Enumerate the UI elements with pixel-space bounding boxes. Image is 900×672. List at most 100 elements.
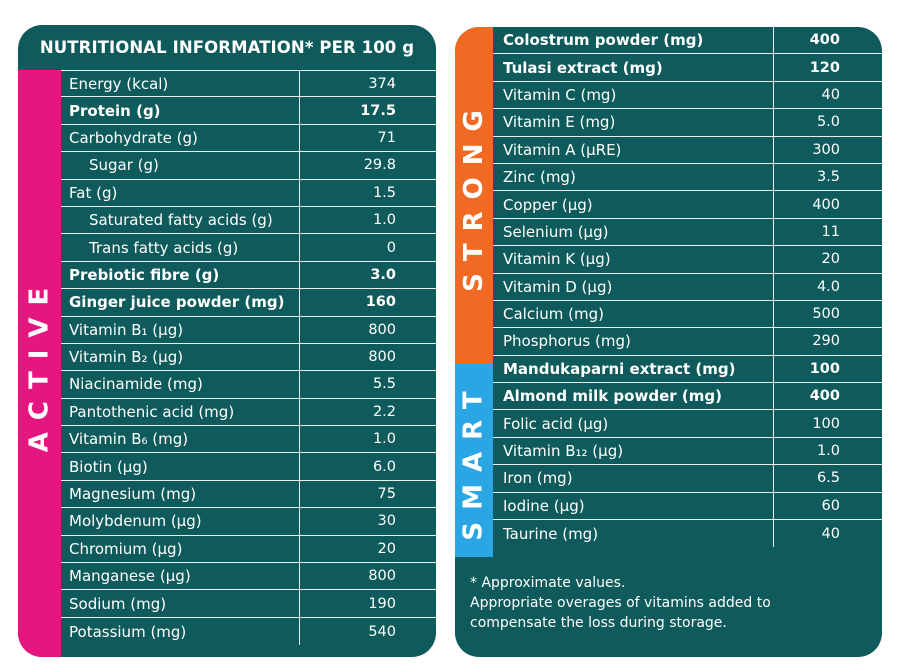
nutrient-name: Magnesium (mg) xyxy=(61,480,300,508)
table-row: Protein (g) 17.5 xyxy=(61,97,436,125)
nutrient-value: 60 xyxy=(821,497,840,514)
nutrient-value: 75 xyxy=(377,486,396,503)
table-row: Pantothenic acid (mg) 2.2 xyxy=(61,398,436,427)
nutrient-name: Vitamin C (mg) xyxy=(493,81,774,109)
nutrient-value: 40 xyxy=(821,525,840,542)
nutrient-name: Vitamin D (μg) xyxy=(493,273,774,300)
table-row: Vitamin E (mg) 5.0 xyxy=(493,109,882,137)
nutrient-name: Vitamin B₂ (μg) xyxy=(61,343,300,371)
nutrient-name: Selenium (μg) xyxy=(493,218,774,246)
nutrient-value: 290 xyxy=(812,333,840,350)
nutrient-name: Prebiotic fibre (g) xyxy=(61,261,300,289)
table-row: Iodine (μg) 60 xyxy=(493,492,882,521)
nutrient-name: Calcium (mg) xyxy=(493,300,774,328)
nutrient-name: Vitamin B₆ (mg) xyxy=(61,426,300,453)
table-row: Molybdenum (μg) 30 xyxy=(61,508,436,536)
nutrient-name: Trans fatty acids (g) xyxy=(61,234,300,261)
nutrient-name: Biotin (μg) xyxy=(61,453,300,480)
nutrient-name: Energy (kcal) xyxy=(61,71,300,97)
nutrient-name: Saturated fatty acids (g) xyxy=(61,206,300,234)
nutrient-value: 71 xyxy=(377,129,396,146)
table-row: Calcium (mg) 500 xyxy=(493,300,882,329)
nutrient-value: 400 xyxy=(812,196,840,213)
nutrient-name: Iron (mg) xyxy=(493,465,774,492)
nutrient-value: 4.0 xyxy=(816,278,840,295)
table-row: Vitamin B₁ (μg) 800 xyxy=(61,316,436,344)
footnote-line: Appropriate overages of vitamins added t… xyxy=(470,595,771,611)
active-band: ACTIVE xyxy=(18,70,61,657)
strong-band: STRONG xyxy=(455,27,493,363)
table-row: Carbohydrate (g) 71 xyxy=(61,124,436,153)
nutrient-value: 160 xyxy=(365,294,396,311)
nutrient-value: 5.0 xyxy=(816,114,840,131)
nutrient-name: Iodine (μg) xyxy=(493,492,774,520)
nutrient-value: 800 xyxy=(368,321,396,338)
nutrient-name: Mandukaparni extract (mg) xyxy=(493,355,774,383)
table-row: Vitamin D (μg) 4.0 xyxy=(493,273,882,301)
nutrient-value: 190 xyxy=(368,595,396,612)
table-row: Mandukaparni extract (mg) 100 xyxy=(493,355,882,384)
table-row: Vitamin B₁₂ (μg) 1.0 xyxy=(493,437,882,466)
nutrient-value: 6.0 xyxy=(372,458,396,475)
nutrition-panel-right: STRONG SMART Colostrum powder (mg) 400 Tul… xyxy=(455,27,882,657)
footnote: * Approximate values. Appropriate overag… xyxy=(470,573,870,633)
table-row: Saturated fatty acids (g) 1.0 xyxy=(61,206,436,235)
table-row: Magnesium (mg) 75 xyxy=(61,480,436,509)
nutrient-value: 400 xyxy=(809,388,840,405)
nutrient-name: Folic acid (μg) xyxy=(493,410,774,437)
table-row: Sodium (mg) 190 xyxy=(61,590,436,618)
table-row: Vitamin K (μg) 20 xyxy=(493,246,882,274)
nutrient-value: 29.8 xyxy=(363,157,396,174)
table-row: Vitamin C (mg) 40 xyxy=(493,81,882,110)
nutrient-value: 100 xyxy=(812,415,840,432)
nutrient-value: 1.0 xyxy=(372,212,396,229)
table-row: Ginger juice powder (mg) 160 xyxy=(61,289,436,317)
table-row: Iron (mg) 6.5 xyxy=(493,465,882,493)
table-row: Vitamin B₂ (μg) 800 xyxy=(61,343,436,372)
strong-band-label: STRONG xyxy=(459,98,489,292)
nutrient-value: 800 xyxy=(368,568,396,585)
table-row: Almond milk powder (mg) 400 xyxy=(493,383,882,411)
nutrient-name: Phosphorus (mg) xyxy=(493,328,774,355)
nutrient-name: Niacinamide (mg) xyxy=(61,371,300,398)
nutrient-value: 1.5 xyxy=(372,184,396,201)
table-row: Tulasi extract (mg) 120 xyxy=(493,54,882,82)
table-row: Sugar (g) 29.8 xyxy=(61,152,436,180)
nutrient-name: Protein (g) xyxy=(61,97,300,124)
nutrient-value: 500 xyxy=(812,306,840,323)
table-row: Folic acid (μg) 100 xyxy=(493,410,882,438)
nutrient-name: Copper (μg) xyxy=(493,191,774,218)
table-row: Niacinamide (mg) 5.5 xyxy=(61,371,436,399)
nutrient-value: 100 xyxy=(809,360,840,377)
table-row: Trans fatty acids (g) 0 xyxy=(61,234,436,262)
nutrient-name: Potassium (mg) xyxy=(61,617,300,646)
smart-band: SMART xyxy=(455,363,493,557)
table-row: Fat (g) 1.5 xyxy=(61,179,436,207)
nutrient-value: 20 xyxy=(821,251,840,268)
footnote-line: * Approximate values. xyxy=(470,575,626,591)
nutrient-name: Vitamin B₁ (μg) xyxy=(61,316,300,343)
table-row: Copper (μg) 400 xyxy=(493,191,882,219)
nutrient-name: Vitamin E (mg) xyxy=(493,109,774,136)
nutrient-value: 20 xyxy=(377,540,396,557)
table-row: Biotin (μg) 6.0 xyxy=(61,453,436,481)
nutrient-value: 30 xyxy=(377,513,396,530)
nutrient-name: Fat (g) xyxy=(61,179,300,206)
nutrient-value: 1.0 xyxy=(372,431,396,448)
nutrient-name: Zinc (mg) xyxy=(493,163,774,191)
nutrient-name: Colostrum powder (mg) xyxy=(493,27,774,54)
nutrient-name: Vitamin A (μRE) xyxy=(493,136,774,163)
table-row: Phosphorus (mg) 290 xyxy=(493,328,882,356)
nutrient-name: Chromium (μg) xyxy=(61,535,300,563)
nutrient-value: 6.5 xyxy=(816,470,840,487)
nutrient-value: 374 xyxy=(368,75,396,92)
table-row: Selenium (μg) 11 xyxy=(493,218,882,247)
nutrient-name: Almond milk powder (mg) xyxy=(493,383,774,410)
footnote-line: compensate the loss during storage. xyxy=(470,615,727,631)
nutrient-value: 3.0 xyxy=(370,266,396,283)
nutrition-panel-left: NUTRITIONAL INFORMATION* PER 100 g ACTIV… xyxy=(18,25,436,657)
nutrition-title: NUTRITIONAL INFORMATION* PER 100 g xyxy=(39,38,415,57)
table-row: Vitamin B₆ (mg) 1.0 xyxy=(61,426,436,454)
nutrient-name: Taurine (mg) xyxy=(493,520,774,548)
nutrition-table-left: Energy (kcal) 374 Protein (g) 17.5 Carbohydr… xyxy=(61,70,436,646)
